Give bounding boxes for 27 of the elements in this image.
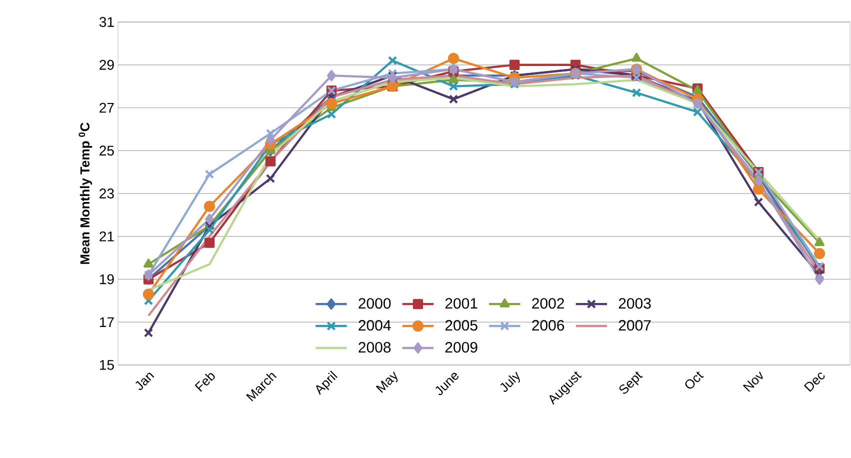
legend-label: 2002: [532, 298, 564, 309]
legend-label: 2001: [445, 298, 478, 309]
x-tick-label: Oct: [685, 371, 704, 389]
legend-label: 2003: [618, 298, 651, 309]
x-tick-label: Dec: [804, 372, 825, 392]
legend-label: 2007: [618, 320, 651, 331]
legend-label: 2008: [358, 342, 391, 353]
y-tick-label: 21: [100, 231, 114, 242]
legend-label: 2006: [532, 320, 564, 331]
y-tick-label: 27: [100, 102, 114, 113]
x-tick-label: Nov: [742, 371, 763, 392]
x-tick-label: Feb: [194, 373, 215, 392]
y-tick-label: 25: [100, 146, 114, 156]
y-tick-label: 19: [100, 274, 114, 284]
legend-label: 2009: [445, 342, 478, 353]
x-tick-label: Jan: [136, 372, 154, 390]
legend-label: 2005: [445, 320, 478, 331]
y-tick-label: 15: [100, 360, 114, 370]
y-tick-label: 29: [100, 60, 114, 70]
x-tick-label: July: [500, 372, 520, 392]
y-tick-label: 17: [100, 317, 114, 327]
y-tick-label: 23: [100, 188, 114, 198]
y-tick-label: 31: [99, 17, 114, 27]
legend-label: 2000: [358, 298, 391, 309]
legend-label: 2004: [358, 320, 391, 331]
y-axis-title: Mean Monthly Temp $^{0}$C: [78, 122, 92, 264]
x-tick-label: May: [376, 371, 398, 393]
